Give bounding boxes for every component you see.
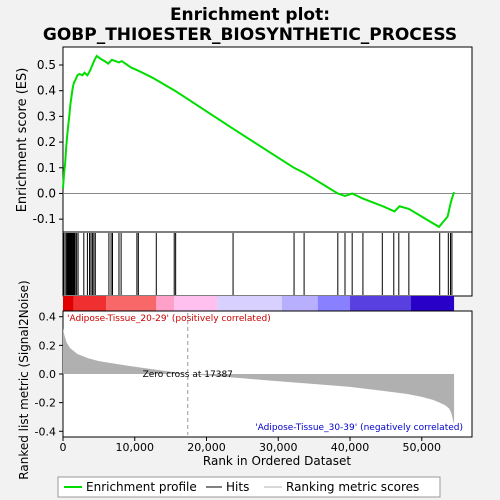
color-bar-segment (63, 296, 74, 311)
ranking-metric-area (63, 328, 455, 425)
ranking-x-tick-label: 0 (60, 441, 67, 454)
hits-panel (62, 231, 473, 297)
positive-correlated-label: 'Adipose-Tissue_20-29' (positively corre… (67, 314, 271, 324)
color-bar-segment (317, 296, 351, 311)
color-bar-segment (73, 296, 107, 311)
es-y-tick-label: 0.4 (37, 84, 56, 98)
ranking-x-tick-label: 20,000 (187, 441, 226, 454)
chart-title-line1: Enrichment plot: (170, 5, 330, 25)
legend-ranking-label: Ranking metric scores (286, 480, 419, 494)
es-y-tick-label: 0.2 (37, 135, 56, 149)
legend: Enrichment profile Hits Ranking metric s… (57, 476, 441, 498)
enrichment-profile-line (62, 54, 456, 229)
ranking-x-tick-label: 50,000 (403, 441, 442, 454)
legend-box (57, 476, 441, 498)
es-y-tick-label: 0.1 (37, 161, 56, 175)
ranking-y-tick-label: -0.2 (35, 397, 56, 410)
ranking-y-tick-label: 0.2 (39, 339, 57, 352)
color-bar-segment (156, 296, 175, 311)
es-y-ticks: -0.1 0.0 0.1 0.2 0.3 0.4 0.5 (33, 58, 63, 226)
negative-correlated-label: 'Adipose-Tissue_30-39' (negatively corre… (255, 423, 463, 433)
ranking-x-tick-label: 40,000 (331, 441, 370, 454)
ranking-x-axis-label: Rank in Ordered Dataset (203, 454, 351, 468)
es-y-tick-label: -0.1 (33, 212, 56, 226)
es-y-tick-label: 0.0 (37, 186, 56, 200)
ranking-y-ticks: -0.4 -0.2 0.0 0.2 0.4 (35, 311, 63, 438)
ranking-x-tick-label: 30,000 (259, 441, 298, 454)
color-bar-segment (217, 296, 282, 311)
es-y-tick-label: 0.3 (37, 109, 56, 123)
es-y-axis-label: Enrichment score (ES) (15, 68, 30, 213)
ranking-y-tick-label: -0.4 (35, 425, 56, 438)
ranking-y-axis-label: Ranked list metric (Signal2Noise) (17, 280, 31, 479)
legend-hits-label: Hits (226, 480, 249, 494)
hit-marks (63, 233, 453, 295)
es-panel-frame (62, 46, 473, 233)
ranked-list-color-bar (63, 296, 455, 311)
color-bar-segment (174, 296, 218, 311)
ranking-y-tick-label: 0.4 (39, 311, 57, 324)
ranking-y-tick-label: 0.0 (39, 368, 57, 381)
color-bar-segment (350, 296, 412, 311)
es-y-tick-label: 0.5 (37, 58, 56, 72)
color-bar-segment (281, 296, 318, 311)
ranking-panel: Zero cross at 17387 'Adipose-Tissue_20-2… (17, 280, 473, 480)
zero-cross-label: Zero cross at 17387 (143, 370, 233, 380)
chart-title-line2: GOBP_THIOESTER_BIOSYNTHETIC_PROCESS (43, 25, 457, 45)
ranking-x-ticks: 0 10,000 20,000 30,000 40,000 50,000 (60, 437, 442, 454)
color-bar-segment (411, 296, 455, 311)
color-bar-segment (106, 296, 157, 311)
es-panel: -0.1 0.0 0.1 0.2 0.3 0.4 0.5 Enrichment score … (15, 46, 473, 233)
hits-panel-frame (62, 231, 473, 297)
ranking-x-tick-label: 10,000 (116, 441, 155, 454)
legend-enrichment-label: Enrichment profile (86, 480, 197, 494)
